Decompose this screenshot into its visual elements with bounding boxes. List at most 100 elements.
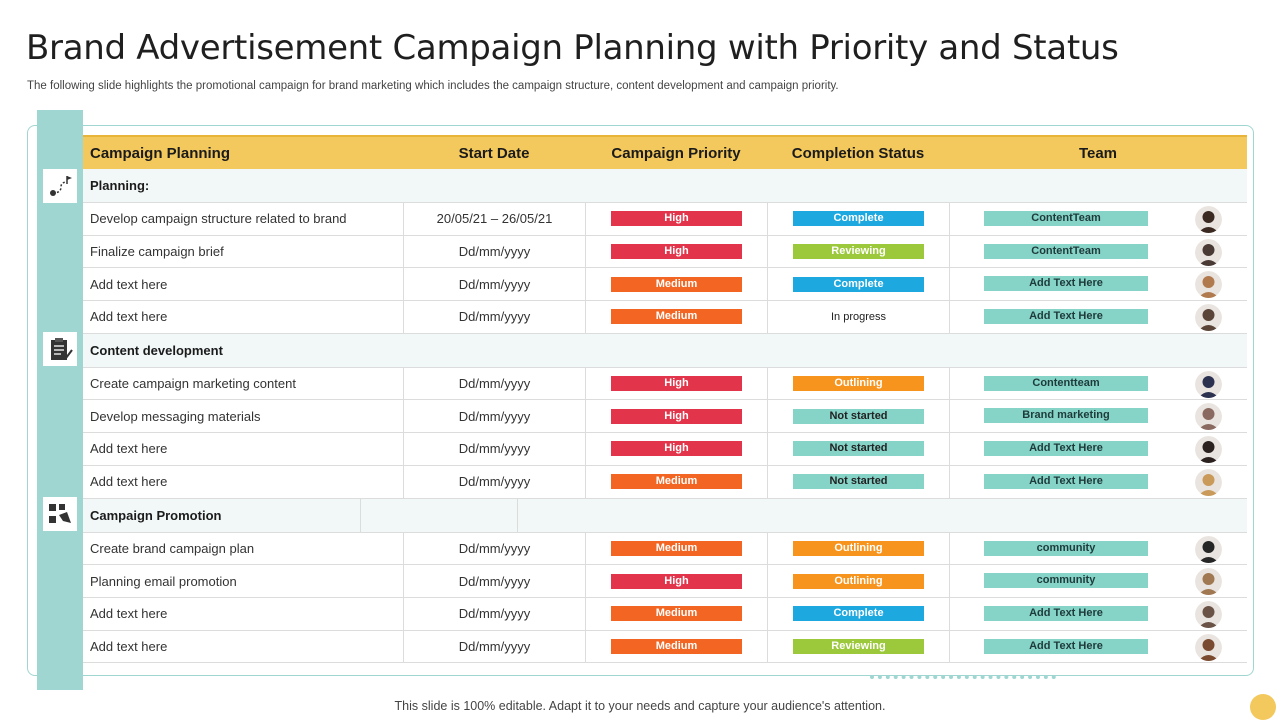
task-name: Develop campaign structure related to br… bbox=[90, 211, 347, 227]
priority-cell: High bbox=[585, 203, 767, 235]
section-filler bbox=[518, 334, 1247, 367]
table-row: Add text here Dd/mm/yyyy Medium Complete Add… bbox=[83, 268, 1247, 302]
team-cell: Add Text Here bbox=[949, 301, 1247, 333]
status-badge: Outlining bbox=[793, 540, 924, 556]
megaphone-icon bbox=[42, 496, 78, 532]
avatar bbox=[1195, 468, 1222, 496]
priority-cell: Medium bbox=[585, 630, 767, 663]
team-badge: Add Text Here bbox=[984, 473, 1148, 489]
avatar bbox=[1195, 304, 1222, 332]
status-cell: Not started bbox=[767, 433, 949, 465]
avatar bbox=[1195, 436, 1222, 464]
task-name: Add text here bbox=[90, 276, 168, 292]
team-cell: community bbox=[949, 532, 1247, 565]
side-accent-bar bbox=[37, 110, 83, 690]
start-date: Dd/mm/yyyy bbox=[403, 367, 585, 400]
table-row: Add text here Dd/mm/yyyy Medium Complete Add… bbox=[83, 597, 1247, 631]
priority-cell: High bbox=[585, 433, 767, 465]
task-name: Create brand campaign plan bbox=[90, 540, 255, 556]
start-date: Dd/mm/yyyy bbox=[403, 597, 585, 630]
avatar bbox=[1195, 600, 1222, 628]
status-cell: Reviewing bbox=[767, 235, 949, 268]
priority-badge: High bbox=[611, 573, 742, 589]
priority-cell: Medium bbox=[585, 465, 767, 498]
status-text: In progress bbox=[830, 310, 887, 323]
table-body: Planning: Develop campaign structure rela… bbox=[83, 169, 1247, 664]
avatar bbox=[1195, 568, 1222, 596]
status-cell: Not started bbox=[767, 465, 949, 498]
avatar bbox=[1195, 271, 1222, 299]
team-badge: community bbox=[984, 540, 1148, 556]
status-badge: Not started bbox=[793, 408, 924, 424]
priority-cell: High bbox=[585, 400, 767, 433]
priority-badge: High bbox=[611, 211, 742, 227]
table-row: Planning email promotion Dd/mm/yyyy High Ou… bbox=[83, 565, 1247, 598]
priority-badge: Medium bbox=[611, 606, 742, 622]
section-filler bbox=[360, 334, 517, 367]
start-date: Dd/mm/yyyy bbox=[403, 301, 585, 333]
priority-badge: Medium bbox=[611, 276, 742, 292]
page-title: Brand Advertisement Campaign Planning wi… bbox=[26, 28, 1119, 68]
status-cell: Outlining bbox=[767, 532, 949, 565]
team-badge: ContentTeam bbox=[984, 243, 1148, 259]
status-cell: Outlining bbox=[767, 367, 949, 400]
header-start-date: Start Date bbox=[458, 144, 530, 162]
status-badge: Outlining bbox=[793, 573, 924, 589]
corner-dot-decoration bbox=[1250, 694, 1276, 720]
priority-cell: Medium bbox=[585, 597, 767, 630]
status-cell: Complete bbox=[767, 203, 949, 235]
team-cell: Brand marketing bbox=[949, 400, 1247, 433]
section-row: Planning: bbox=[83, 169, 1247, 203]
status-badge: Complete bbox=[793, 211, 924, 227]
task-name: Finalize campaign brief bbox=[90, 244, 224, 260]
table-row: Develop messaging materials Dd/mm/yyyy Hig… bbox=[83, 400, 1247, 434]
priority-badge: High bbox=[611, 441, 742, 457]
team-badge: Add Text Here bbox=[984, 605, 1148, 621]
roadmap-icon bbox=[42, 168, 78, 204]
priority-badge: High bbox=[611, 408, 742, 424]
status-badge: Complete bbox=[793, 276, 924, 292]
priority-badge: Medium bbox=[611, 309, 742, 325]
task-name: Planning email promotion bbox=[90, 573, 237, 589]
priority-cell: High bbox=[585, 367, 767, 400]
avatar bbox=[1195, 370, 1222, 398]
start-date: Dd/mm/yyyy bbox=[403, 532, 585, 565]
task-name: Add text here bbox=[90, 606, 168, 622]
status-cell: In progress bbox=[767, 301, 949, 333]
team-cell: community bbox=[949, 565, 1247, 597]
table-frame bbox=[27, 125, 1254, 676]
footer-note: This slide is 100% editable. Adapt it to… bbox=[394, 699, 886, 713]
page-subtitle: The following slide highlights the promo… bbox=[27, 80, 839, 92]
priority-cell: Medium bbox=[585, 301, 767, 333]
header-campaign-planning: Campaign Planning bbox=[90, 144, 231, 162]
task-name: Add text here bbox=[90, 638, 168, 654]
priority-badge: Medium bbox=[611, 474, 742, 490]
table-row: Add text here Dd/mm/yyyy Medium Reviewing Ad… bbox=[83, 630, 1247, 664]
avatar bbox=[1195, 238, 1222, 266]
header-campaign-priority: Campaign Priority bbox=[611, 144, 741, 162]
start-date: Dd/mm/yyyy bbox=[403, 565, 585, 597]
team-badge: Add Text Here bbox=[984, 276, 1148, 292]
start-date: 20/05/21 – 26/05/21 bbox=[403, 203, 585, 235]
priority-cell: Medium bbox=[585, 268, 767, 301]
priority-badge: High bbox=[611, 244, 742, 260]
start-date: Dd/mm/yyyy bbox=[403, 235, 585, 268]
team-badge: community bbox=[984, 573, 1148, 589]
avatar bbox=[1195, 403, 1222, 431]
task-name: Develop messaging materials bbox=[90, 408, 261, 424]
status-badge: Not started bbox=[793, 441, 924, 457]
team-cell: Add Text Here bbox=[949, 433, 1247, 465]
avatar bbox=[1195, 206, 1222, 233]
table-row: Add text here Dd/mm/yyyy High Not started Ad… bbox=[83, 433, 1247, 466]
table-row: Develop campaign structure related to br… bbox=[83, 203, 1247, 236]
start-date: Dd/mm/yyyy bbox=[403, 433, 585, 465]
team-cell: Contentteam bbox=[949, 367, 1247, 400]
priority-cell: High bbox=[585, 565, 767, 597]
section-row: Campaign Promotion bbox=[83, 498, 1247, 533]
status-badge: Not started bbox=[793, 474, 924, 490]
section-filler bbox=[518, 499, 1247, 532]
start-date: Dd/mm/yyyy bbox=[403, 400, 585, 433]
status-cell: Not started bbox=[767, 400, 949, 433]
avatar bbox=[1195, 535, 1222, 563]
team-badge: Brand marketing bbox=[984, 408, 1148, 424]
